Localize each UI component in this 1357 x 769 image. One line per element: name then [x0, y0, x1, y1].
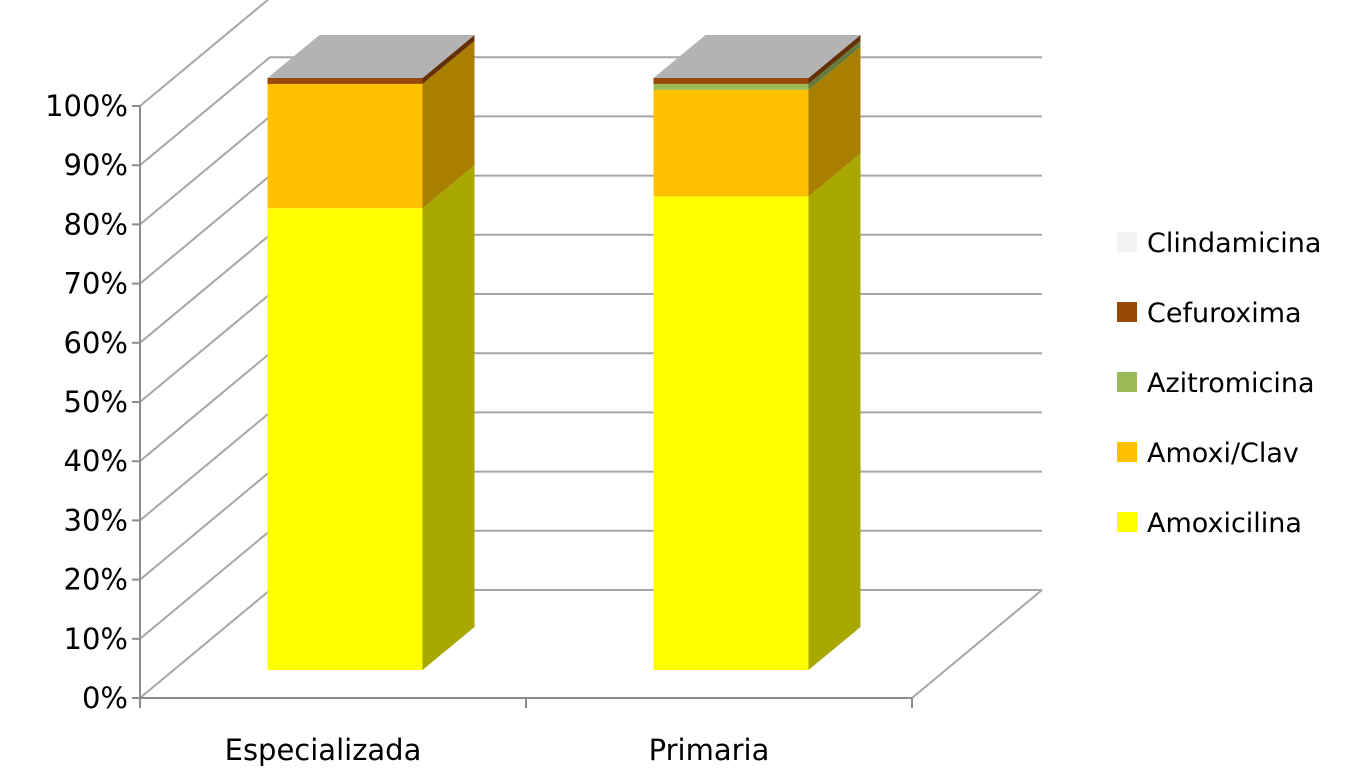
bar-front	[267, 83, 423, 209]
bar-front	[653, 83, 809, 90]
legend-label: Azitromicina	[1147, 368, 1315, 399]
y-tick-label: 90%	[64, 148, 128, 182]
gridline-side	[139, 470, 271, 581]
bar-side	[808, 46, 861, 197]
gridline-side	[139, 293, 271, 403]
bar-front	[653, 78, 809, 84]
legend-swatch	[1117, 512, 1137, 532]
bar-side	[422, 165, 475, 671]
gridline-side	[139, 530, 271, 640]
bar-side	[422, 40, 475, 209]
y-axis: 0% 10% 20% 30% 40% 50% 60% 70% 80% 90% 100%	[45, 89, 141, 715]
bar-segment	[653, 35, 861, 84]
bar-top	[653, 35, 861, 78]
legend-label: Amoxi/Clav	[1147, 438, 1299, 469]
y-tick-label: 30%	[64, 503, 128, 537]
legend-item: Amoxicilina	[1117, 508, 1302, 539]
gridline-side	[139, 115, 271, 226]
gridline-side	[139, 234, 271, 344]
bar-front	[267, 78, 423, 84]
category-labels: Especializada Primaria	[225, 733, 770, 767]
y-tick-label: 10%	[64, 622, 128, 656]
bar-segment	[267, 165, 475, 671]
bars	[267, 35, 861, 671]
y-tick-label: 70%	[64, 267, 128, 301]
legend-item: Clindamicina	[1117, 228, 1321, 259]
bar-segment	[653, 46, 861, 197]
legend-label: Cefuroxima	[1147, 298, 1302, 329]
bar-side	[422, 35, 475, 84]
floor-right-edge	[911, 589, 1043, 699]
legend-label: Clindamicina	[1147, 228, 1321, 259]
bar-front	[267, 208, 423, 671]
bar-segment	[653, 40, 861, 90]
y-tick-label: 40%	[64, 444, 128, 478]
legend-swatch	[1117, 232, 1137, 252]
gridline-side	[139, 174, 271, 285]
legend-item: Amoxi/Clav	[1117, 438, 1299, 469]
bar-top	[267, 35, 475, 78]
gridline-side	[139, 0, 270, 107]
legend-swatch	[1117, 442, 1137, 462]
y-tick-label: 100%	[45, 89, 128, 123]
legend-label: Amoxicilina	[1147, 508, 1302, 539]
y-tick-label: 60%	[64, 326, 128, 360]
gridline-side	[139, 352, 271, 462]
y-tick-label: 80%	[64, 207, 128, 241]
x-axis	[139, 697, 913, 708]
bar-segment	[267, 35, 475, 84]
legend-swatch	[1117, 302, 1137, 322]
bar-side	[808, 35, 861, 84]
gridline-side	[139, 411, 271, 522]
legend-item: Cefuroxima	[1117, 298, 1302, 329]
legend-swatch	[1117, 372, 1137, 392]
bar-front	[653, 89, 809, 197]
bar-side	[808, 40, 861, 90]
legend-item: Azitromicina	[1117, 368, 1315, 399]
y-tick-label: 50%	[64, 385, 128, 419]
gridline-side	[139, 56, 271, 166]
y-tick-label: 20%	[64, 563, 128, 597]
x-tick-label: Primaria	[649, 733, 770, 767]
bar-front	[653, 196, 809, 670]
gridline-side	[139, 589, 271, 699]
bar-segment	[267, 40, 475, 209]
y-tick-label: 0%	[82, 681, 128, 715]
bar-segment	[653, 153, 861, 670]
bar-side	[808, 153, 861, 670]
legend: Clindamicina Cefuroxima Azitromicina Amoxi/…	[1117, 228, 1321, 539]
x-tick-label: Especializada	[225, 733, 422, 767]
